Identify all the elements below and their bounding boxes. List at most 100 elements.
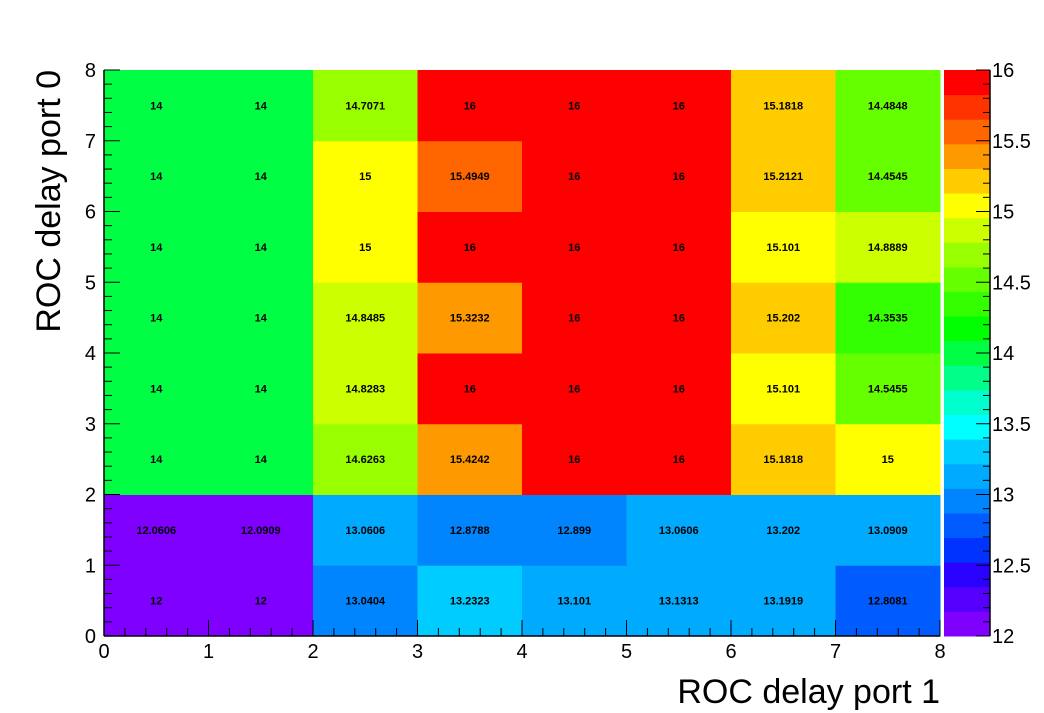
cell-value-label: 14: [150, 242, 163, 254]
heatmap-cell: [104, 211, 209, 283]
cell-value-label: 12.8081: [868, 596, 908, 608]
cell-value-label: 14: [150, 313, 163, 325]
cell-value-label: 15.3232: [450, 313, 490, 325]
cell-value-label: 13.0404: [345, 596, 386, 608]
heatmap-cell: [626, 282, 732, 354]
heatmap-cell: [208, 140, 314, 212]
cell-value-label: 14: [255, 242, 268, 254]
heatmap-cell: [835, 211, 941, 283]
heatmap-cell: [313, 494, 418, 566]
heatmap-cell: [417, 282, 523, 354]
heatmap-cell: [522, 282, 627, 354]
y-tick-label: 3: [85, 414, 96, 436]
cell-value-label: 14.3535: [868, 313, 908, 325]
heatmap-cell: [626, 211, 732, 283]
palette-swatch: [944, 242, 990, 268]
y-tick-label: 4: [85, 343, 96, 365]
palette-swatch: [944, 488, 990, 514]
heatmap-cell: [835, 494, 941, 566]
heatmap-cell: [417, 494, 523, 566]
x-tick-label: 3: [412, 641, 423, 663]
cell-value-label: 16: [673, 383, 685, 395]
cell-value-label: 14: [150, 100, 163, 112]
x-tick-label: 4: [516, 641, 527, 663]
heatmap-cell: [313, 70, 418, 142]
heatmap-cell: [104, 282, 209, 354]
heatmap-cell: [313, 282, 418, 354]
cell-value-label: 16: [568, 171, 580, 183]
heatmap-cell: [417, 70, 523, 142]
palette-swatch: [944, 193, 990, 219]
heatmap-cell: [522, 211, 627, 283]
cell-value-label: 13.0909: [868, 525, 908, 537]
cell-value-label: 15: [359, 171, 371, 183]
cell-value-label: 15: [359, 242, 371, 254]
palette-swatch: [944, 316, 990, 342]
heatmap-cell: [104, 140, 209, 212]
heatmap-cell: [731, 140, 836, 212]
heatmap-cell: [522, 423, 627, 495]
cell-value-label: 12: [255, 596, 267, 608]
z-tick-label: 12: [992, 626, 1014, 648]
heatmap-cell: [522, 70, 627, 142]
y-tick-label: 1: [85, 555, 96, 577]
heatmap-cell: [104, 353, 209, 425]
cell-value-label: 13.0606: [659, 525, 699, 537]
palette-swatch: [944, 586, 990, 612]
cell-value-label: 16: [568, 313, 580, 325]
palette-swatch: [944, 611, 990, 637]
cell-value-label: 16: [464, 242, 476, 254]
heatmap-cell: [835, 70, 941, 142]
palette-swatch: [944, 143, 990, 169]
heatmap-cell: [835, 140, 941, 212]
palette-swatch: [944, 365, 990, 391]
heatmap-cell: [626, 70, 732, 142]
cell-value-label: 13.2323: [450, 596, 490, 608]
cell-value-label: 15: [882, 454, 894, 466]
x-tick-label: 7: [830, 641, 841, 663]
cell-value-label: 15.1818: [763, 100, 803, 112]
cell-value-label: 14: [150, 383, 163, 395]
heatmap-cell: [208, 70, 314, 142]
heatmap-cell: [313, 565, 418, 637]
cell-value-label: 16: [568, 100, 580, 112]
heatmap-cell: [104, 565, 209, 637]
heatmap-cell: [731, 423, 836, 495]
plot-axes: [103, 69, 941, 637]
palette-swatch: [944, 389, 990, 416]
heatmap-cell: [626, 423, 732, 495]
palette-swatch: [944, 119, 990, 145]
cell-value-label: 14: [255, 171, 268, 183]
y-tick-label: 8: [85, 60, 96, 82]
cell-value-label: 14.4545: [868, 171, 908, 183]
y-tick-label: 6: [85, 202, 96, 224]
cell-value-label: 16: [673, 313, 685, 325]
cell-value-label: 13.1919: [763, 596, 803, 608]
heatmap-cell: [104, 423, 209, 495]
heatmap-cell-labels: 12 12 13.0404 13.2323 13.101 13.1313 13.1919 12…: [136, 100, 907, 607]
cell-value-label: 12.0909: [241, 525, 281, 537]
cell-value-label: 14.4848: [868, 100, 908, 112]
heatmap-cell: [417, 140, 523, 212]
cell-value-label: 14: [150, 454, 163, 466]
cell-value-label: 14.8485: [345, 313, 385, 325]
heatmap-cell: [731, 282, 836, 354]
palette-swatch: [944, 217, 990, 243]
z-tick-labels: 12 12.5 13 13.5 14 14.5 15 15.5 16: [992, 60, 1031, 648]
palette-swatch: [944, 512, 990, 539]
heatmap-cell: [731, 70, 836, 142]
cell-value-label: 15.101: [766, 383, 800, 395]
z-tick-label: 16: [992, 60, 1014, 82]
heatmap-cell: [313, 353, 418, 425]
cell-value-label: 16: [673, 242, 685, 254]
cell-value-label: 16: [464, 100, 476, 112]
z-tick-label: 15.5: [992, 131, 1031, 153]
cell-value-label: 16: [673, 100, 685, 112]
heatmap-cell: [208, 494, 314, 566]
cell-value-label: 16: [568, 454, 580, 466]
palette-swatch: [944, 562, 990, 588]
cell-value-label: 14.5455: [868, 383, 908, 395]
x-tick-label: 2: [307, 641, 318, 663]
cell-value-label: 13.101: [557, 596, 591, 608]
cell-value-label: 13.202: [766, 525, 800, 537]
